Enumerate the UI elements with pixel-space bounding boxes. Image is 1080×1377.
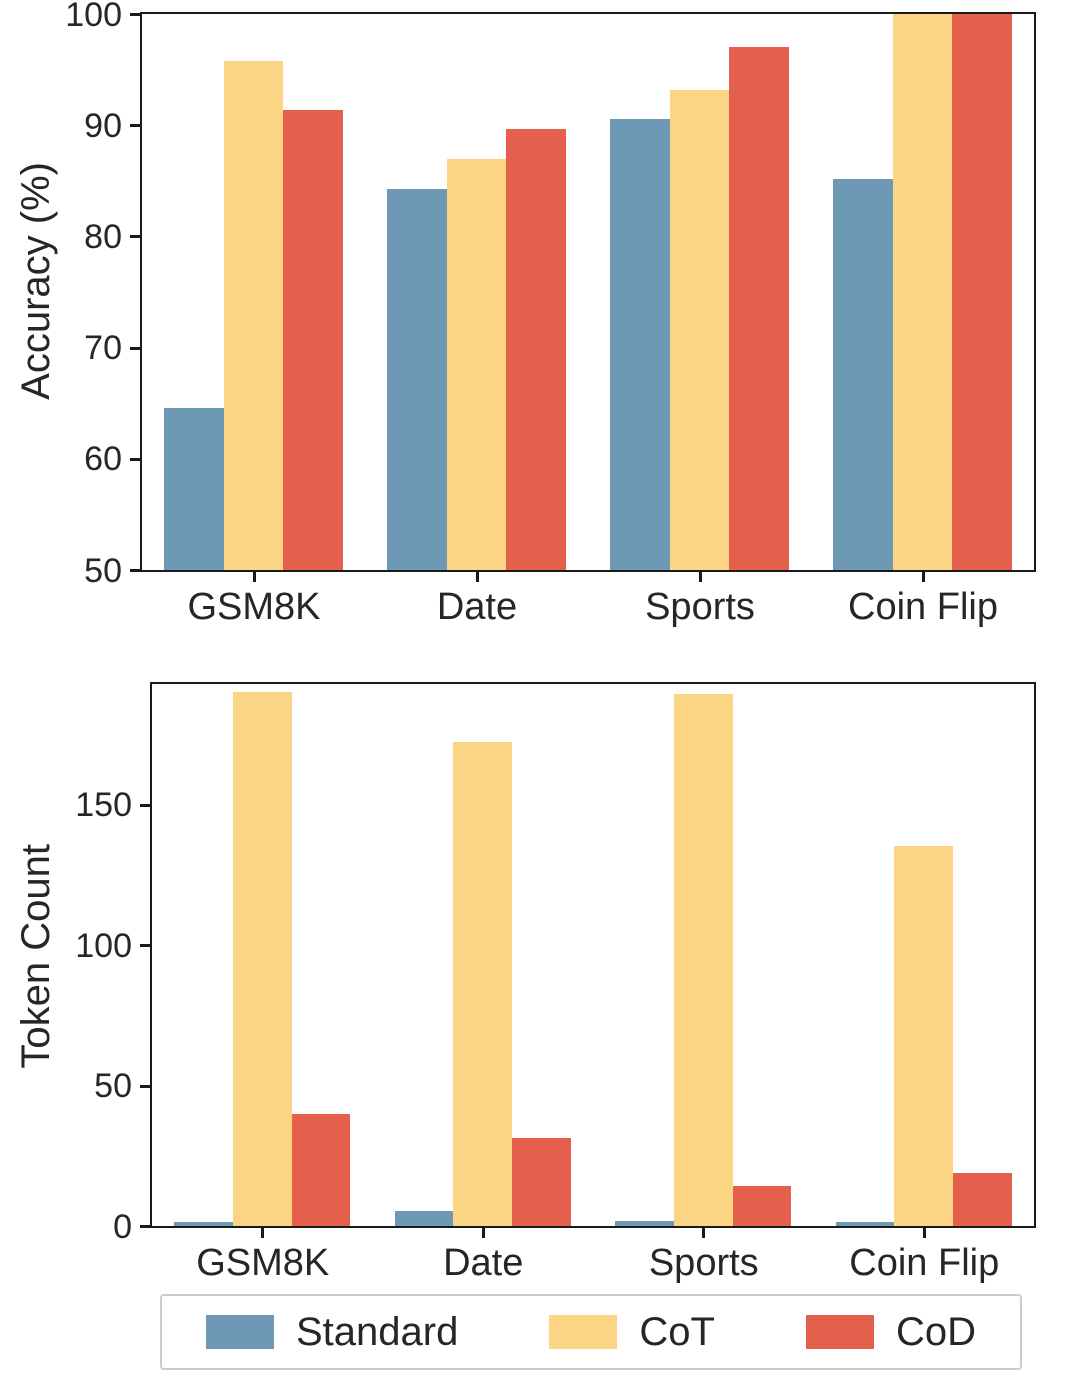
legend-swatch-cot — [549, 1315, 618, 1349]
legend-entry-cot: CoT — [549, 1310, 715, 1355]
y-tick-mark — [130, 124, 140, 128]
bar-cod-date — [512, 1138, 571, 1226]
y-tick-mark — [130, 457, 140, 461]
y-tick-label: 150 — [75, 786, 132, 825]
legend-label-cod: CoD — [895, 1309, 976, 1354]
legend-label-standard: Standard — [296, 1309, 459, 1354]
bar-standard-date — [394, 1211, 454, 1226]
x-tick-label-coin-flip: Coin Flip — [849, 1242, 1000, 1284]
token-count-chart: Token Count 0 50 100 150 GSM8K Date Sports Coin… — [0, 672, 1080, 1284]
bar-cod-coin-flip — [953, 1172, 1012, 1226]
x-tick-label-date: Date — [436, 586, 518, 628]
x-tick-mark — [698, 572, 702, 582]
bar-cod-gsm8k — [283, 109, 343, 570]
legend-swatch-standard — [206, 1315, 274, 1349]
x-tick-label-sports: Sports — [648, 1242, 759, 1284]
y-tick-mark — [130, 13, 140, 16]
bar-standard-date — [387, 188, 447, 570]
y-tick-mark — [130, 235, 140, 239]
x-tick-label-sports: Sports — [645, 586, 755, 628]
bar-standard-sports — [610, 118, 670, 570]
bar-cot-sports — [669, 89, 730, 570]
x-tick-label-date: Date — [443, 1242, 524, 1284]
x-tick-mark — [922, 1228, 926, 1238]
y-tick-mark — [130, 346, 140, 350]
x-tick-mark — [261, 1228, 265, 1238]
y-tick-mark — [130, 569, 140, 572]
y-tick-label: 80 — [84, 217, 122, 256]
bar-cod-gsm8k — [291, 1114, 351, 1226]
legend-entry-standard: Standard — [206, 1310, 458, 1355]
bar-cot-date — [446, 158, 507, 570]
y-tick-label: 60 — [84, 440, 122, 479]
x-tick-mark — [481, 1228, 485, 1238]
legend-label-cot: CoT — [639, 1309, 715, 1354]
y-tick-label: 50 — [84, 551, 122, 590]
bar-cot-sports — [673, 694, 733, 1226]
legend-swatch-cod — [805, 1315, 874, 1349]
y-tick-mark — [140, 1225, 150, 1228]
bar-cot-date — [453, 741, 513, 1226]
bar-standard-gsm8k — [174, 1221, 233, 1226]
x-tick-label-gsm8k: GSM8K — [187, 586, 321, 628]
legend-entry-cod: CoD — [805, 1309, 976, 1355]
bar-cod-sports — [732, 1185, 792, 1226]
x-tick-mark — [921, 572, 925, 582]
y-tick-label: 90 — [84, 106, 122, 145]
bar-cot-gsm8k — [223, 60, 284, 570]
y-tick-mark — [140, 1084, 150, 1088]
x-tick-mark — [702, 1228, 706, 1238]
y-tick-mark — [140, 944, 150, 948]
y-tick-label: 50 — [94, 1067, 132, 1106]
bar-standard-coin-flip — [833, 178, 893, 570]
x-tick-mark — [252, 572, 256, 582]
y-tick-mark — [140, 803, 150, 807]
x-tick-mark — [475, 572, 479, 582]
token-count-plot-area — [150, 682, 1036, 1228]
x-tick-label-coin-flip: Coin Flip — [848, 586, 998, 628]
bar-cod-date — [506, 128, 566, 570]
bar-cod-coin-flip — [952, 14, 1012, 570]
bar-standard-coin-flip — [835, 1221, 895, 1226]
x-tick-label-gsm8k: GSM8K — [196, 1242, 330, 1284]
y-tick-label: 100 — [65, 0, 122, 34]
y-tick-label: 100 — [75, 926, 132, 965]
accuracy-plot-area — [140, 12, 1036, 572]
accuracy-chart: Accuracy (%) 50 60 70 80 90 100 GSM8K Date Sport… — [0, 0, 1080, 648]
y-tick-label: 70 — [84, 329, 122, 368]
bar-cot-gsm8k — [232, 692, 292, 1226]
bar-cod-sports — [729, 47, 789, 570]
bar-cot-coin-flip — [892, 14, 953, 570]
legend: Standard CoT CoD — [160, 1294, 1022, 1370]
bar-standard-gsm8k — [164, 407, 224, 570]
bar-standard-sports — [615, 1220, 674, 1226]
bar-cot-coin-flip — [894, 846, 954, 1226]
y-tick-label: 0 — [113, 1207, 132, 1246]
